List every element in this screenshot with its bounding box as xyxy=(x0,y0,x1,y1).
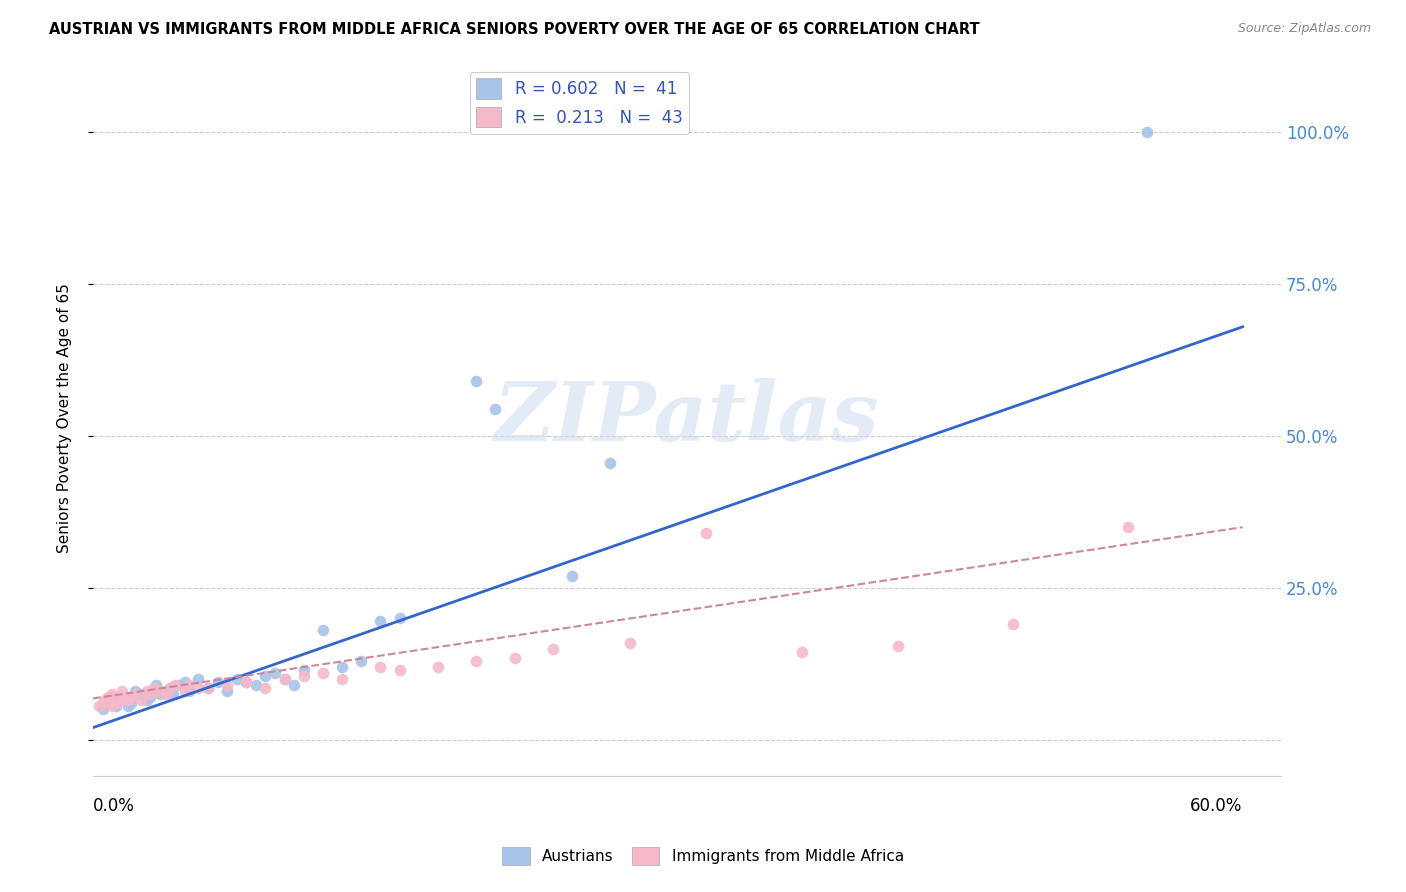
Point xyxy=(283,678,305,692)
Point xyxy=(370,660,392,674)
Point xyxy=(1116,520,1139,534)
Point xyxy=(245,678,267,692)
Point xyxy=(695,526,717,541)
Point xyxy=(177,678,200,692)
Point xyxy=(101,699,124,714)
Point xyxy=(111,693,134,707)
Text: 60.0%: 60.0% xyxy=(1191,797,1243,815)
Point xyxy=(273,672,295,686)
Point xyxy=(117,699,139,714)
Point xyxy=(388,663,411,677)
Point xyxy=(187,681,209,695)
Point xyxy=(159,681,181,695)
Point xyxy=(129,687,152,701)
Point xyxy=(165,678,187,692)
Point xyxy=(159,681,181,695)
Point xyxy=(197,681,219,695)
Point xyxy=(91,696,114,710)
Point xyxy=(135,684,157,698)
Point xyxy=(217,684,239,698)
Point xyxy=(129,693,152,707)
Point xyxy=(254,681,277,695)
Point xyxy=(225,672,247,686)
Point xyxy=(599,457,621,471)
Point xyxy=(93,693,115,707)
Point xyxy=(120,690,142,705)
Point xyxy=(101,690,124,705)
Point xyxy=(155,687,177,701)
Point xyxy=(235,675,257,690)
Legend: R = 0.602   N =  41, R =  0.213   N =  43: R = 0.602 N = 41, R = 0.213 N = 43 xyxy=(470,71,689,134)
Point xyxy=(561,569,583,583)
Legend: Austrians, Immigrants from Middle Africa: Austrians, Immigrants from Middle Africa xyxy=(496,841,910,871)
Text: AUSTRIAN VS IMMIGRANTS FROM MIDDLE AFRICA SENIORS POVERTY OVER THE AGE OF 65 COR: AUSTRIAN VS IMMIGRANTS FROM MIDDLE AFRIC… xyxy=(49,22,980,37)
Y-axis label: Seniors Poverty Over the Age of 65: Seniors Poverty Over the Age of 65 xyxy=(58,283,72,553)
Point xyxy=(388,611,411,625)
Point xyxy=(177,684,200,698)
Point xyxy=(330,672,353,686)
Point xyxy=(503,650,526,665)
Point xyxy=(139,687,162,701)
Point xyxy=(143,681,166,695)
Text: 0.0%: 0.0% xyxy=(93,797,135,815)
Point xyxy=(174,684,197,698)
Point xyxy=(101,687,124,701)
Point xyxy=(312,624,335,638)
Point xyxy=(465,375,488,389)
Point xyxy=(887,639,910,653)
Point xyxy=(174,675,197,690)
Point xyxy=(484,401,506,416)
Point xyxy=(350,654,373,668)
Point xyxy=(312,665,335,680)
Point xyxy=(149,684,172,698)
Point xyxy=(97,690,120,705)
Point xyxy=(187,672,209,686)
Point xyxy=(619,635,641,649)
Point xyxy=(207,675,229,690)
Point xyxy=(217,678,239,692)
Point xyxy=(264,665,287,680)
Point xyxy=(370,615,392,629)
Point xyxy=(273,672,295,686)
Point xyxy=(790,645,813,659)
Point xyxy=(145,678,167,692)
Point xyxy=(1136,126,1159,140)
Text: ZIPatlas: ZIPatlas xyxy=(495,378,880,458)
Point xyxy=(1001,617,1024,632)
Point xyxy=(197,681,219,695)
Point xyxy=(139,690,162,705)
Point xyxy=(235,675,257,690)
Point xyxy=(149,687,172,701)
Point xyxy=(162,687,184,701)
Text: Source: ZipAtlas.com: Source: ZipAtlas.com xyxy=(1237,22,1371,36)
Point xyxy=(167,678,190,692)
Point xyxy=(117,693,139,707)
Point xyxy=(465,654,488,668)
Point xyxy=(254,669,277,683)
Point xyxy=(426,660,449,674)
Point xyxy=(135,693,157,707)
Point xyxy=(120,696,142,710)
Point xyxy=(541,641,564,656)
Point xyxy=(97,696,120,710)
Point xyxy=(292,663,315,677)
Point xyxy=(105,696,128,710)
Point xyxy=(124,687,146,701)
Point xyxy=(155,684,177,698)
Point xyxy=(330,660,353,674)
Point xyxy=(111,693,134,707)
Point xyxy=(91,702,114,716)
Point xyxy=(87,699,110,714)
Point xyxy=(292,669,315,683)
Point xyxy=(111,684,134,698)
Point xyxy=(105,699,128,714)
Point xyxy=(124,684,146,698)
